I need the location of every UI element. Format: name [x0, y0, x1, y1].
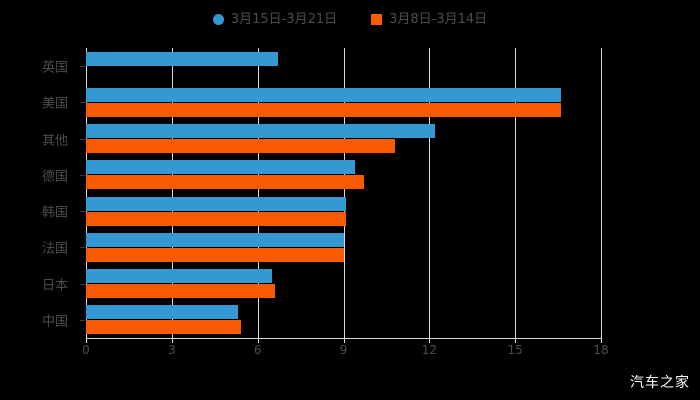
y-axis-tick	[80, 102, 85, 104]
x-axis-tick-15	[515, 338, 517, 343]
legend-entry-series2[interactable]: 3月8日-3月14日	[371, 13, 487, 26]
bar-series1[interactable]	[86, 196, 347, 211]
bar-series1[interactable]	[86, 232, 344, 247]
bar-row	[86, 84, 601, 120]
x-axis-label-6: 6	[253, 343, 262, 357]
y-axis-tick	[80, 247, 85, 249]
x-axis-tick-0	[86, 338, 87, 343]
legend-marker-circle-icon	[212, 13, 224, 25]
x-axis-label-12: 12	[421, 343, 437, 357]
gridline-18	[601, 48, 602, 338]
y-axis-label-德国: 德国	[41, 169, 68, 185]
bar-row	[86, 229, 601, 265]
bar-row	[86, 157, 601, 193]
y-axis-label-英国: 英国	[41, 60, 68, 76]
bar-series2[interactable]	[86, 102, 561, 117]
legend-label-series2: 3月8日-3月14日	[389, 11, 488, 27]
bar-series2[interactable]	[86, 211, 347, 226]
bar-row	[86, 266, 601, 302]
x-axis-label-3: 3	[168, 343, 176, 357]
bar-row	[86, 48, 601, 84]
x-axis-tick-18	[601, 338, 602, 343]
y-axis-labels: 英国美国其他德国韩国法国日本中国	[0, 48, 85, 338]
bar-row	[86, 193, 601, 229]
y-axis-tick	[80, 174, 85, 176]
y-axis-label-中国: 中国	[41, 314, 68, 330]
watermark: 汽车之家	[630, 375, 690, 391]
y-axis-label-其他: 其他	[41, 133, 68, 149]
y-axis-label-美国: 美国	[41, 96, 68, 112]
plot-area	[86, 48, 602, 338]
x-axis-tick-3	[171, 338, 173, 343]
bar-series1[interactable]	[86, 51, 278, 66]
x-axis-label-15: 15	[507, 343, 523, 357]
x-axis-tick-6	[257, 338, 259, 343]
y-axis-label-法国: 法国	[41, 241, 68, 257]
bar-row	[86, 121, 601, 157]
x-axis-label-9: 9	[339, 343, 348, 357]
y-axis-label-韩国: 韩国	[41, 205, 68, 221]
y-axis-tick	[80, 66, 85, 68]
y-axis-tick	[80, 319, 85, 321]
legend-marker-square-icon	[371, 13, 383, 25]
x-axis-tick-9	[343, 338, 345, 343]
y-axis-label-日本: 日本	[41, 278, 68, 294]
bar-series1[interactable]	[86, 124, 436, 139]
chart-legend: 3月15日-3月21日 3月8日-3月14日	[0, 6, 700, 32]
x-axis-tick-12	[429, 338, 431, 343]
y-axis-tick	[80, 211, 85, 213]
bar-series1[interactable]	[86, 305, 238, 320]
bar-series2[interactable]	[86, 284, 275, 299]
bar-row	[86, 302, 601, 338]
legend-label-series1: 3月15日-3月21日	[230, 11, 338, 27]
x-axis-label-18: 18	[593, 343, 609, 357]
bar-series1[interactable]	[86, 160, 355, 175]
bar-series2[interactable]	[86, 175, 364, 190]
legend-entry-series1[interactable]: 3月15日-3月21日	[212, 11, 338, 27]
bar-series1[interactable]	[86, 269, 272, 284]
bar-series2[interactable]	[86, 139, 395, 154]
bar-series2[interactable]	[86, 320, 241, 335]
bar-series2[interactable]	[86, 247, 344, 262]
bar-series1[interactable]	[86, 87, 561, 102]
x-axis-label-0: 0	[82, 343, 90, 357]
y-axis-tick	[80, 283, 85, 285]
y-axis-tick	[80, 138, 85, 140]
bar-rows	[86, 48, 601, 338]
